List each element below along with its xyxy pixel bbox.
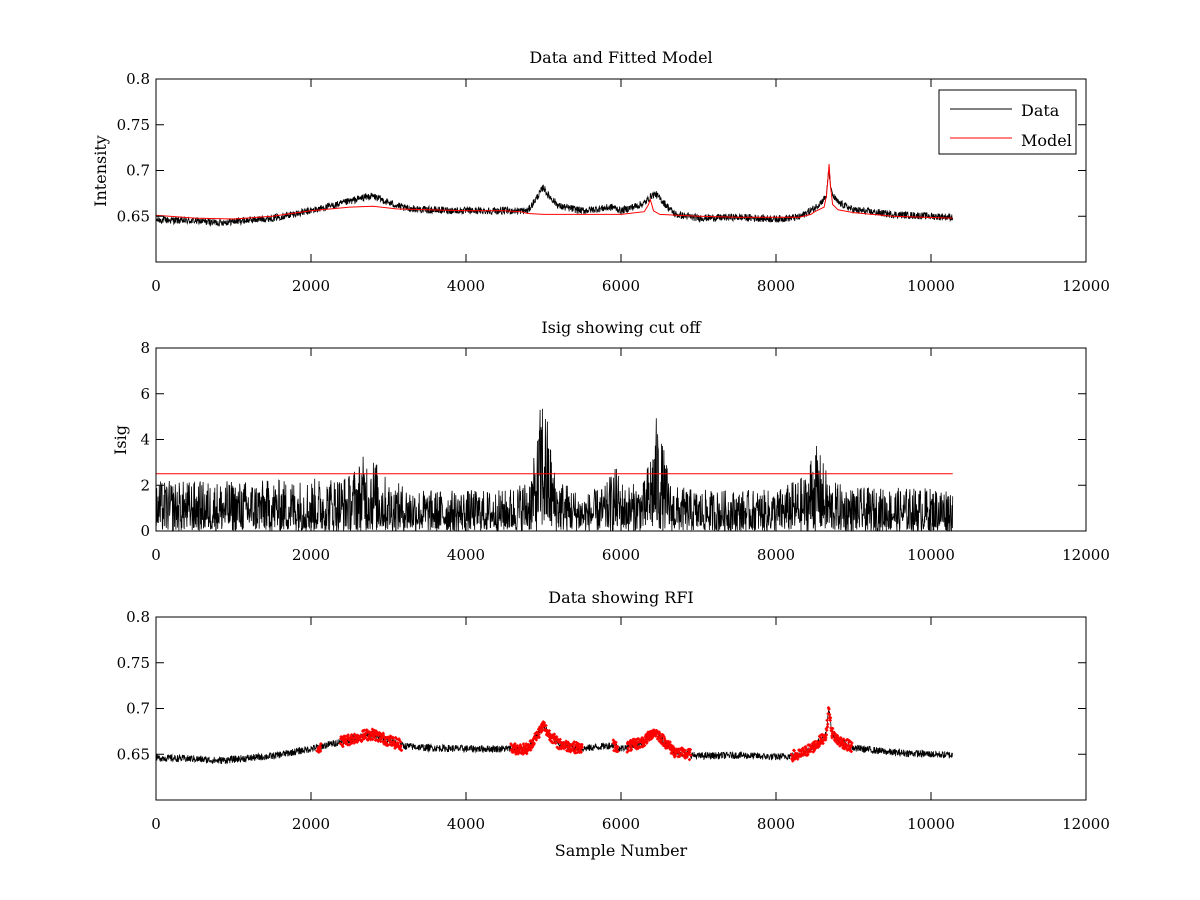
legend-data-label: Data (1021, 101, 1060, 120)
x-tick-label: 10000 (907, 815, 955, 833)
y-tick-label: 0.8 (126, 70, 150, 88)
x-tick-label: 2000 (292, 815, 330, 833)
panel-1-legend: Data Model (938, 89, 1077, 155)
panel-1-ylabel: Intensity (91, 135, 110, 207)
panel-1-series-group (156, 164, 954, 227)
panel-1-series-1-trace (156, 169, 954, 227)
panel-1-title: Data and Fitted Model (529, 48, 712, 67)
x-tick-label: 2000 (292, 546, 330, 564)
panel-rfi: Data showing RFI Sample Number 0 2000 4000… (117, 588, 1110, 860)
x-tick-label: 8000 (757, 546, 795, 564)
x-tick-label: 2000 (292, 277, 330, 295)
y-tick-label: 2 (140, 476, 150, 494)
x-tick-label: 10000 (907, 277, 955, 295)
panel-3-xlabel: Sample Number (555, 841, 688, 860)
panel-1-series-2-line (156, 164, 953, 220)
x-tick-label: 6000 (602, 277, 640, 295)
x-tick-label: 12000 (1062, 277, 1110, 295)
rfi-flagged-points-3 (509, 720, 584, 756)
legend-box (938, 89, 1077, 155)
x-tick-label: 6000 (602, 815, 640, 833)
panel-2-title: Isig showing cut off (541, 318, 702, 337)
x-tick-label: 12000 (1062, 546, 1110, 564)
y-tick-label: 4 (140, 431, 150, 449)
y-tick-label: 0.65 (117, 745, 150, 763)
x-tick-label: 8000 (757, 277, 795, 295)
panel-2-series-group (156, 408, 954, 531)
x-tick-label: 0 (151, 546, 161, 564)
y-tick-label: 0.75 (117, 654, 150, 672)
panel-1-plot-area: 0 2000 4000 6000 8000 10000 12000 0.65 0.7 0.75 0.… (117, 70, 1110, 295)
y-tick-label: 8 (140, 339, 150, 357)
x-tick-label: 10000 (907, 546, 955, 564)
panel-3-plot-area: 0 2000 4000 6000 8000 10000 12000 0.65 0.7 0.75 0.… (117, 608, 1110, 833)
y-tick-label: 0.7 (126, 700, 150, 718)
x-tick-label: 0 (151, 815, 161, 833)
rfi-flagged-points-4 (611, 738, 620, 753)
panel-2-series-1-trace (156, 408, 954, 531)
rfi-flagged-points-5 (625, 728, 693, 762)
panel-3-series-group (156, 706, 954, 765)
panel-3-title: Data showing RFI (548, 588, 693, 607)
y-tick-label: 0.8 (126, 608, 150, 626)
x-tick-label: 4000 (447, 277, 485, 295)
rfi-flagged-points-6 (790, 706, 854, 763)
rfi-flagged-points-2 (338, 727, 403, 752)
rfi-flagged-points-1 (315, 742, 323, 754)
panel-isig: Isig showing cut off Isig 0 2000 4000 6000 8… (111, 318, 1110, 564)
panel-data-and-model: Data and Fitted Model Intensity 0 2000 400… (91, 48, 1110, 295)
y-tick-label: 0.7 (126, 162, 150, 180)
x-tick-label: 4000 (447, 546, 485, 564)
y-tick-label: 0 (140, 522, 150, 540)
panel-2-plot-area: 0 2000 4000 6000 8000 10000 12000 0 2 4 6 8 (140, 339, 1109, 564)
legend-model-label: Model (1021, 131, 1072, 150)
x-tick-label: 8000 (757, 815, 795, 833)
y-tick-label: 0.75 (117, 116, 150, 134)
x-tick-label: 6000 (602, 546, 640, 564)
y-tick-label: 6 (140, 385, 150, 403)
panel-2-ylabel: Isig (111, 425, 130, 455)
y-tick-label: 0.65 (117, 207, 150, 225)
x-tick-label: 0 (151, 277, 161, 295)
x-tick-label: 12000 (1062, 815, 1110, 833)
x-tick-label: 4000 (447, 815, 485, 833)
